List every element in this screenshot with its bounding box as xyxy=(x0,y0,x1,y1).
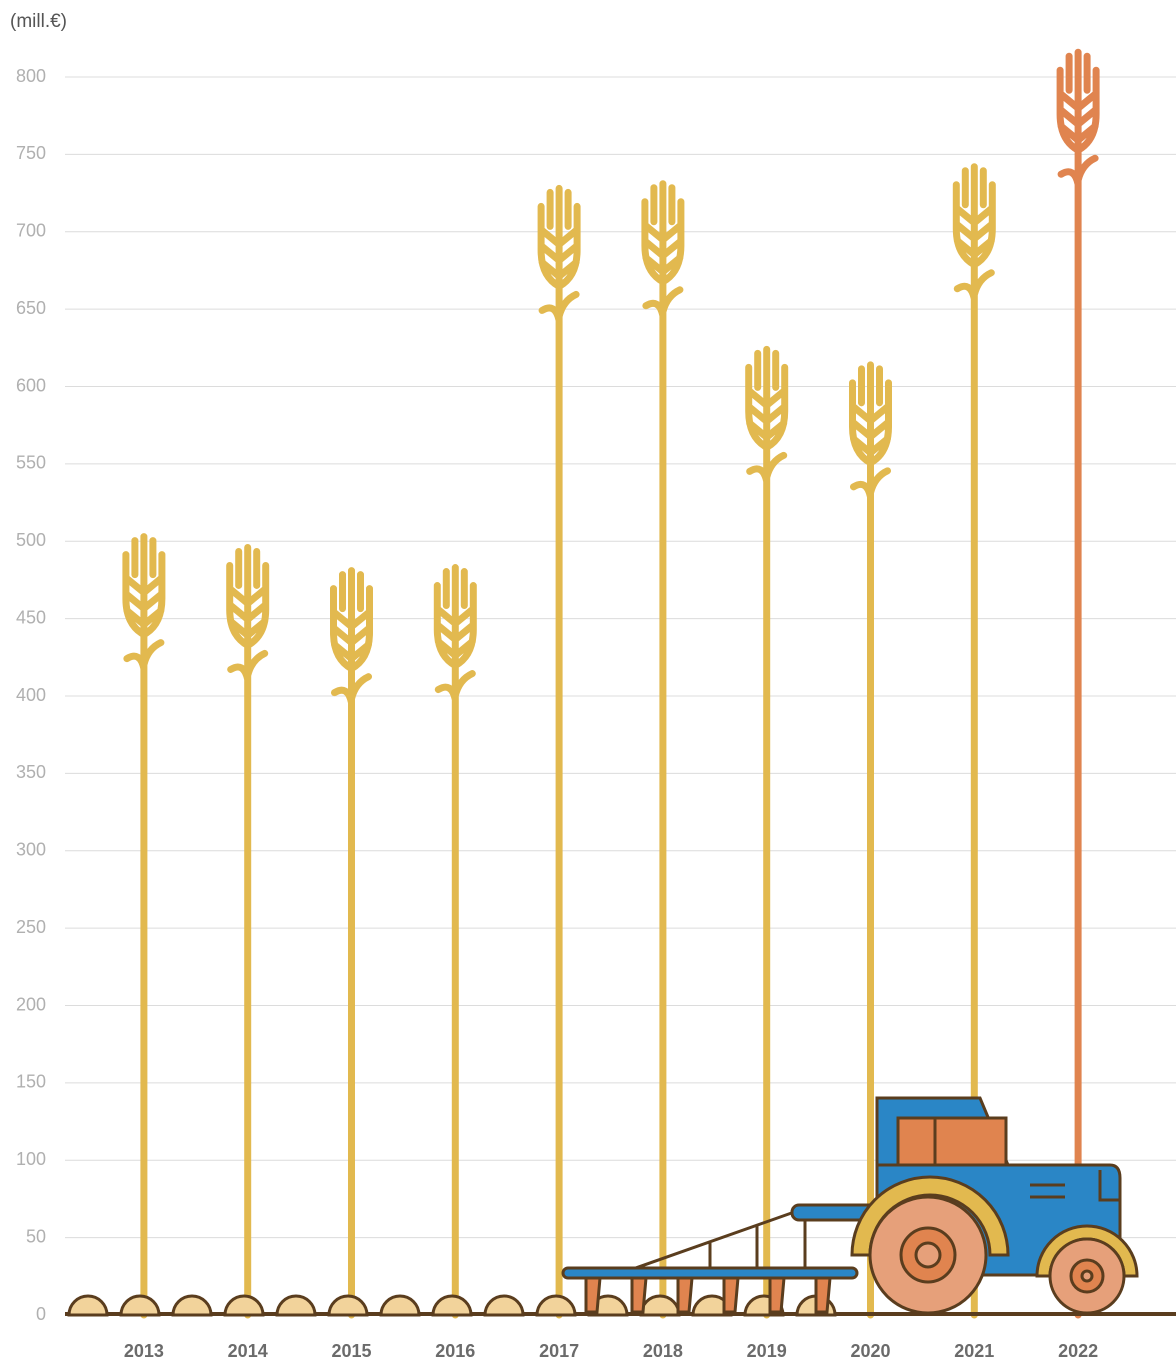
soil-mound xyxy=(67,1294,109,1317)
y-tick-label: 50 xyxy=(26,1226,46,1246)
wheat-bar xyxy=(849,361,892,1319)
wheat-bar xyxy=(537,184,581,1319)
soil-mound xyxy=(119,1294,161,1317)
y-tick-label: 550 xyxy=(16,453,46,473)
x-tick-label: 2022 xyxy=(1058,1341,1098,1361)
soil-mound xyxy=(431,1294,473,1317)
wheat-bar xyxy=(1056,48,1100,1319)
y-tick-label: 350 xyxy=(16,762,46,782)
y-tick-label: 750 xyxy=(16,143,46,163)
soil-mound xyxy=(275,1294,317,1317)
soil-mound xyxy=(639,1294,681,1317)
y-tick-label: 700 xyxy=(16,221,46,241)
x-tick-label: 2014 xyxy=(228,1341,268,1361)
y-tick-label: 300 xyxy=(16,840,46,860)
wheat-bar xyxy=(226,543,270,1319)
soil-mound xyxy=(483,1294,525,1317)
y-tick-label: 450 xyxy=(16,607,46,627)
soil-mound xyxy=(171,1294,213,1317)
y-tick-label: 650 xyxy=(16,298,46,318)
x-tick-label: 2019 xyxy=(747,1341,787,1361)
wheat-bar xyxy=(433,564,477,1319)
wheat-bars xyxy=(122,48,1100,1319)
wheat-bar xyxy=(330,567,373,1319)
x-tick-label: 2020 xyxy=(850,1341,890,1361)
x-tick-label: 2013 xyxy=(124,1341,164,1361)
wheat-bar xyxy=(641,180,685,1319)
wheat-bar xyxy=(745,345,789,1319)
y-tick-label: 800 xyxy=(16,66,46,86)
y-tick-label: 200 xyxy=(16,994,46,1014)
x-tick-label: 2016 xyxy=(435,1341,475,1361)
y-axis-label: (mill.€) xyxy=(10,11,67,32)
x-tick-label: 2017 xyxy=(539,1341,579,1361)
soil-mound xyxy=(379,1294,421,1317)
y-tick-label: 100 xyxy=(16,1149,46,1169)
y-tick-label: 600 xyxy=(16,375,46,395)
x-tick-label: 2021 xyxy=(954,1341,994,1361)
x-tick-label: 2015 xyxy=(331,1341,371,1361)
y-tick-label: 500 xyxy=(16,530,46,550)
wheat-bar xyxy=(122,533,166,1319)
soil-mound xyxy=(327,1294,369,1317)
y-tick-label: 150 xyxy=(16,1072,46,1092)
x-tick-label: 2018 xyxy=(643,1341,683,1361)
soil-mound xyxy=(223,1294,265,1317)
y-tick-label: 400 xyxy=(16,685,46,705)
y-tick-label: 0 xyxy=(36,1304,46,1324)
y-tick-label: 250 xyxy=(16,917,46,937)
soil-mound xyxy=(535,1294,577,1317)
tractor-scene xyxy=(65,1096,1176,1317)
wheat-bar xyxy=(952,163,996,1319)
